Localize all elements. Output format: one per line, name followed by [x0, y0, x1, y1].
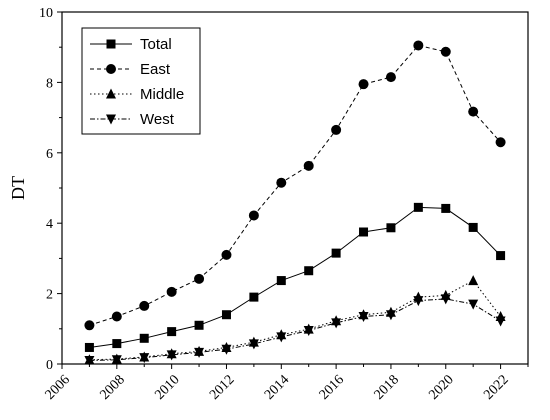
data-point-west [303, 326, 314, 337]
legend-label: Middle [140, 86, 184, 103]
data-point-total [441, 203, 451, 213]
data-point-total [386, 223, 396, 233]
y-tick-label: 6 [46, 147, 53, 162]
data-point-total [331, 248, 341, 258]
data-point-west [468, 299, 479, 310]
legend-item-east: East [90, 61, 171, 78]
data-point-east [413, 40, 424, 51]
data-point-east [111, 311, 122, 322]
data-point-west [358, 311, 369, 322]
data-point-west [166, 350, 177, 361]
x-tick-label: 2008 [97, 372, 127, 402]
x-tick-label: 2012 [207, 372, 237, 402]
data-point-total [139, 333, 149, 343]
data-point-east [303, 160, 314, 171]
data-point-east [221, 249, 232, 260]
data-point-total [221, 310, 231, 320]
y-axis-label: DT [8, 176, 28, 200]
series-east [84, 40, 506, 331]
data-point-east [495, 137, 506, 148]
data-point-west [194, 347, 205, 358]
data-point-west [221, 344, 232, 355]
data-point-east [139, 300, 150, 311]
data-point-total [249, 292, 259, 302]
data-point-total [276, 276, 286, 286]
series-line-west [89, 298, 501, 361]
x-tick-label: 2014 [262, 372, 292, 402]
series-middle [84, 275, 506, 365]
data-point-total [468, 222, 478, 232]
data-point-west [111, 355, 122, 366]
x-tick-label: 2020 [426, 372, 456, 402]
series-west [84, 294, 506, 366]
y-tick-label: 8 [46, 76, 53, 91]
legend-marker [106, 88, 116, 99]
series-layer [84, 40, 506, 366]
series-line-total [89, 206, 501, 348]
data-point-east [166, 286, 177, 297]
data-point-east [468, 106, 479, 117]
data-point-middle [468, 275, 479, 286]
data-point-east [276, 177, 287, 188]
legend-item-west: West [90, 111, 175, 128]
data-point-east [385, 72, 396, 83]
y-tick-label: 2 [46, 288, 53, 303]
series-line-east [89, 44, 501, 326]
legend-marker [106, 39, 116, 49]
series-line-middle [89, 279, 501, 361]
x-tick-label: 2010 [152, 372, 182, 402]
data-point-west [139, 353, 150, 364]
data-point-total [112, 339, 122, 349]
x-tick-label: 2018 [372, 372, 402, 402]
x-tick-label: 2022 [481, 372, 511, 402]
legend-item-total: Total [90, 36, 172, 53]
x-tick-label: 2016 [317, 372, 347, 402]
data-point-total [84, 342, 94, 352]
data-point-east [194, 273, 205, 284]
data-point-east [248, 210, 259, 221]
data-point-east [84, 320, 95, 331]
data-point-east [358, 79, 369, 90]
data-point-west [276, 332, 287, 343]
legend-box [81, 27, 201, 135]
legend-label: East [140, 61, 171, 78]
y-tick-label: 10 [39, 6, 53, 21]
legend-label: Total [140, 36, 172, 53]
series-total [84, 202, 506, 352]
data-point-total [304, 266, 314, 276]
legend-label: West [140, 111, 175, 128]
data-point-total [194, 320, 204, 330]
data-point-west [495, 316, 506, 327]
data-point-east [331, 124, 342, 135]
data-point-west [248, 339, 259, 350]
data-point-west [413, 296, 424, 307]
data-point-west [331, 318, 342, 329]
data-point-east [440, 46, 451, 57]
legend-marker [106, 64, 116, 74]
data-point-west [385, 310, 396, 321]
data-point-total [496, 251, 506, 261]
data-point-total [359, 227, 369, 237]
legend-marker [106, 114, 116, 125]
legend: Total East Middle West [81, 27, 201, 135]
data-point-west [440, 294, 451, 305]
legend-item-middle: Middle [90, 86, 184, 103]
x-tick-label: 2006 [43, 372, 73, 402]
y-tick-label: 4 [46, 217, 53, 232]
y-tick-label: 0 [46, 358, 53, 373]
data-point-total [413, 202, 423, 212]
data-point-total [167, 327, 177, 337]
data-point-west [84, 355, 95, 366]
